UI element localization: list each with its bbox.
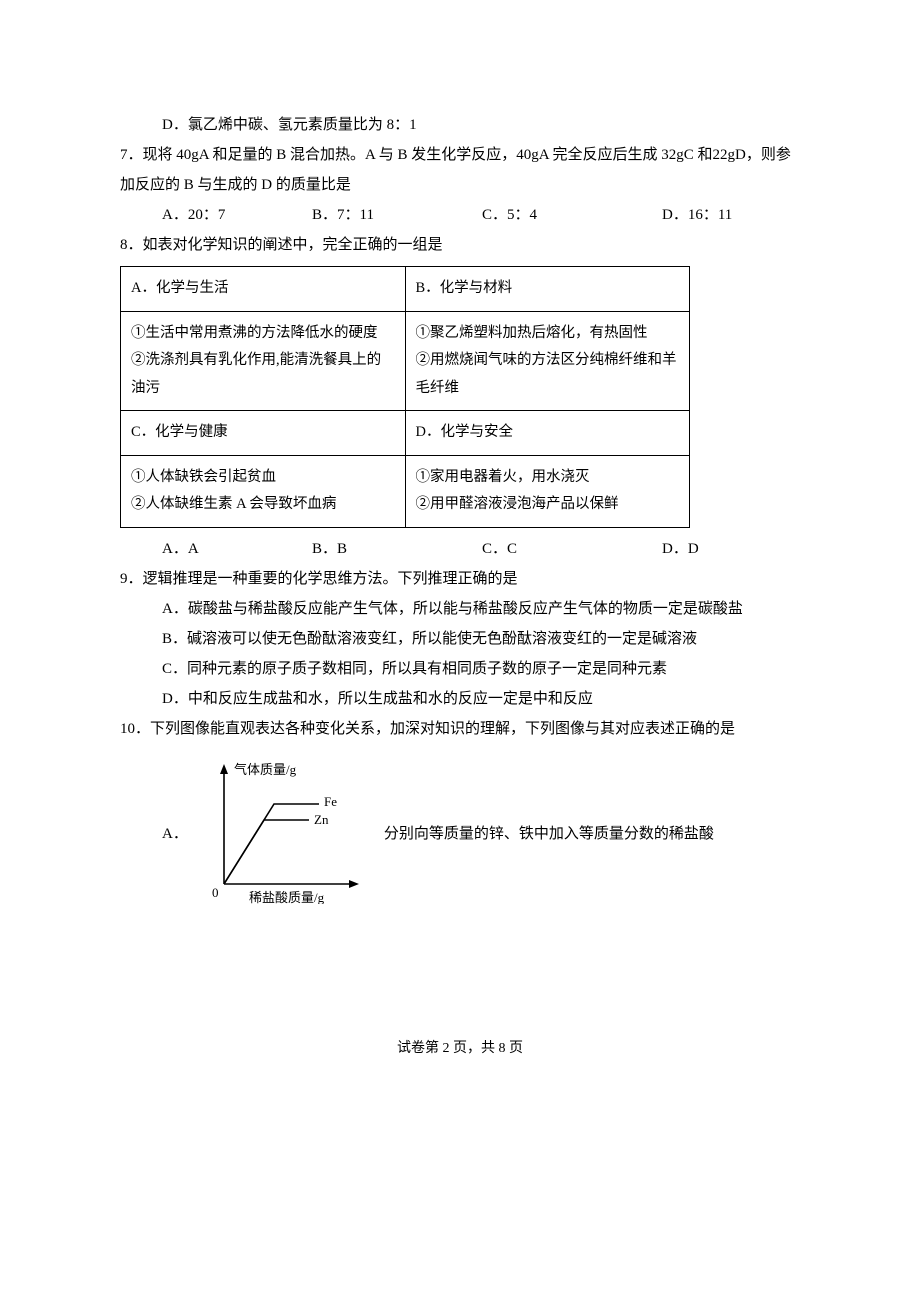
x-axis-arrow [349,880,359,888]
q8-cell-d-body: ①家用电器着火，用水浇灭 ②用甲醛溶液浸泡海产品以保鲜 [405,455,690,527]
q10-stem: 10．下列图像能直观表达各种变化关系，加深对知识的理解，下列图像与其对应表述正确… [120,714,800,744]
q8-option-b: B．B [312,534,482,564]
q10-chart: 气体质量/g Fe Zn 0 稀盐酸质量/g [194,754,374,915]
q8-cell-a-head: A．化学与生活 [121,267,406,312]
q9-option-b: B．碱溶液可以使无色酚酞溶液变红，所以能使无色酚酞溶液变红的一定是碱溶液 [120,624,800,654]
origin-label: 0 [212,885,219,900]
series-zn-label: Zn [314,812,329,827]
y-axis-label: 气体质量/g [234,762,297,777]
y-axis-arrow [220,764,228,774]
q9-stem: 9．逻辑推理是一种重要的化学思维方法。下列推理正确的是 [120,564,800,594]
q8-cell-c-body: ①人体缺铁会引起贫血 ②人体缺维生素 A 会导致坏血病 [121,455,406,527]
series-zn-line [224,820,309,884]
q7-option-b: B．7：11 [312,200,482,230]
page-footer: 试卷第 2 页，共 8 页 [120,1035,800,1063]
q8-options: A．A B．B C．C D．D [120,534,800,564]
q10-option-a-desc: 分别向等质量的锌、铁中加入等质量分数的稀盐酸 [384,819,714,849]
q8-stem: 8．如表对化学知识的阐述中，完全正确的一组是 [120,230,800,260]
table-row: ①生活中常用煮沸的方法降低水的硬度 ②洗涤剂具有乳化作用,能清洗餐具上的油污 ①… [121,311,690,411]
q10-option-a-row: A． 气体质量/g Fe Zn 0 稀盐酸质量/g 分别向等质量的锌、铁中加入等… [120,754,800,915]
q8-cell-c-head: C．化学与健康 [121,411,406,456]
q8-option-c: C．C [482,534,662,564]
table-row: ①人体缺铁会引起贫血 ②人体缺维生素 A 会导致坏血病 ①家用电器着火，用水浇灭… [121,455,690,527]
q8-option-d: D．D [662,534,782,564]
q10-option-a-label: A． [162,819,188,849]
q8-cell-b-head: B．化学与材料 [405,267,690,312]
series-fe-label: Fe [324,794,337,809]
q10-chart-svg: 气体质量/g Fe Zn 0 稀盐酸质量/g [194,754,374,904]
table-row: A．化学与生活 B．化学与材料 [121,267,690,312]
q8-cell-b-body: ①聚乙烯塑料加热后熔化，有热固性 ②用燃烧闻气味的方法区分纯棉纤维和羊毛纤维 [405,311,690,411]
q7-option-a: A．20：7 [162,200,312,230]
q9-option-a: A．碳酸盐与稀盐酸反应能产生气体，所以能与稀盐酸反应产生气体的物质一定是碳酸盐 [120,594,800,624]
q7-options: A．20：7 B．7：11 C．5：4 D．16：11 [120,200,800,230]
q8-option-a: A．A [162,534,312,564]
q7-stem: 7．现将 40gA 和足量的 B 混合加热。A 与 B 发生化学反应，40gA … [120,140,800,200]
q9-option-c: C．同种元素的原子质子数相同，所以具有相同质子数的原子一定是同种元素 [120,654,800,684]
series-fe-line [224,804,319,884]
q8-cell-d-head: D．化学与安全 [405,411,690,456]
q7-option-d: D．16：11 [662,200,782,230]
q8-table: A．化学与生活 B．化学与材料 ①生活中常用煮沸的方法降低水的硬度 ②洗涤剂具有… [120,266,690,528]
table-row: C．化学与健康 D．化学与安全 [121,411,690,456]
q8-cell-a-body: ①生活中常用煮沸的方法降低水的硬度 ②洗涤剂具有乳化作用,能清洗餐具上的油污 [121,311,406,411]
q7-option-c: C．5：4 [482,200,662,230]
q6-option-d: D．氯乙烯中碳、氢元素质量比为 8：1 [120,110,800,140]
q9-option-d: D．中和反应生成盐和水，所以生成盐和水的反应一定是中和反应 [120,684,800,714]
x-axis-label: 稀盐酸质量/g [249,890,325,904]
